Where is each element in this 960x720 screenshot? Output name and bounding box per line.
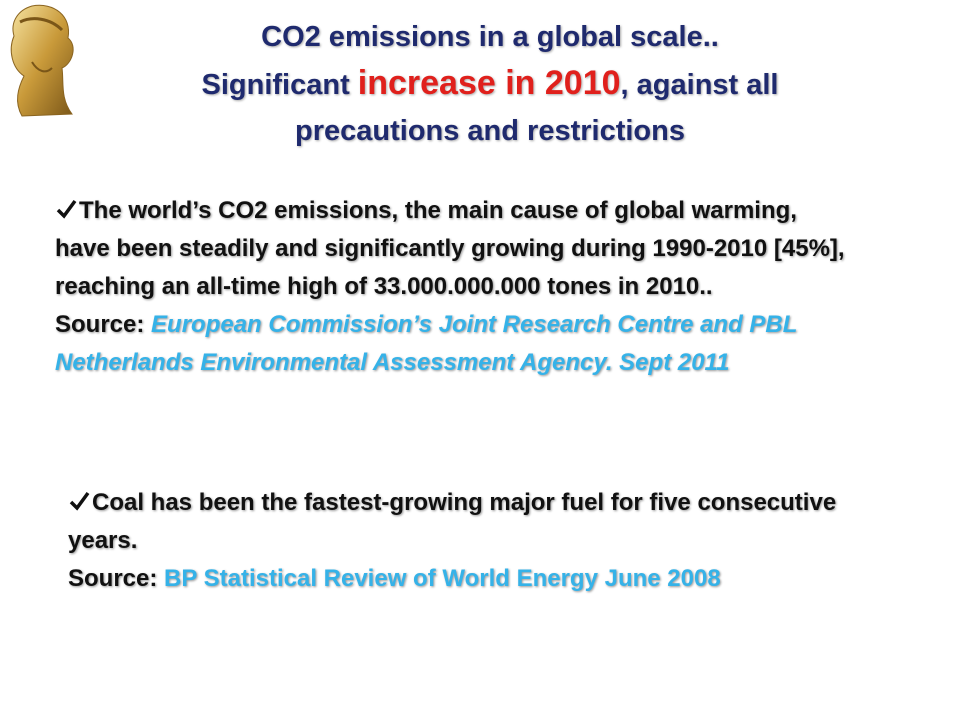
source-label: Source:: [55, 311, 145, 338]
title-text: , against all: [620, 69, 779, 101]
title-line: CO2 emissions in a global scale..: [261, 21, 719, 53]
bullet-text: Coal has been the fastest-growing major …: [68, 489, 837, 554]
title-line: precautions and restrictions: [295, 115, 685, 147]
title-highlight: increase in 2010: [357, 64, 621, 102]
bullet: The world’s CO2 emissions, the main caus…: [55, 192, 845, 382]
helmet-logo: [10, 4, 74, 117]
bullet: Coal has been the fastest-growing major …: [68, 484, 848, 598]
title: CO2 emissions in a global scale.. Signif…: [150, 14, 830, 154]
source-text: European Commission’s Joint Research Cen…: [55, 311, 797, 376]
title-text: Significant: [201, 69, 358, 101]
source-text: BP Statistical Review of World Energy Ju…: [164, 565, 721, 592]
checkmark: [69, 491, 90, 511]
checkmark: [56, 199, 77, 219]
bullet-text: The world’s CO2 emissions, the main caus…: [55, 197, 845, 300]
source-label: Source:: [68, 565, 158, 592]
title-line: Significant increase in 2010, against al…: [150, 60, 830, 108]
